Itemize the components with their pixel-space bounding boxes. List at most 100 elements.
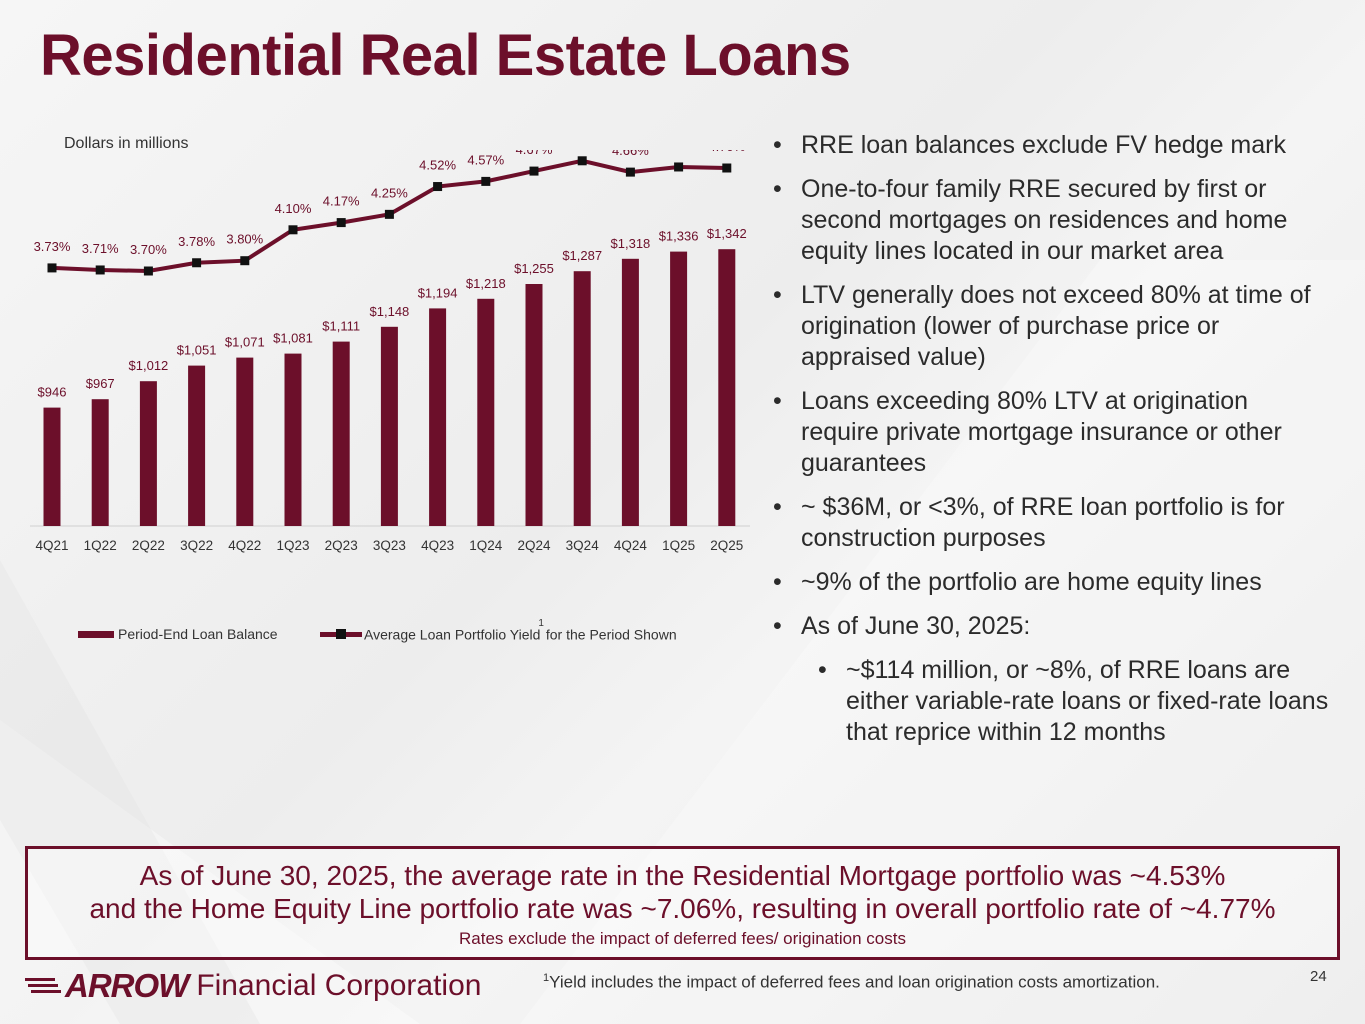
bar-value-label: $1,336 xyxy=(659,229,699,244)
yield-marker xyxy=(192,258,202,268)
yield-marker xyxy=(143,266,153,276)
x-tick-label: 2Q25 xyxy=(710,538,743,553)
yield-marker xyxy=(722,163,732,173)
yield-marker xyxy=(95,265,105,275)
bar-value-label: $967 xyxy=(86,376,115,391)
bar-value-label: $1,071 xyxy=(225,335,265,350)
yield-marker xyxy=(288,225,298,235)
logo-mark: ARROW xyxy=(65,967,189,1004)
bar-3Q24 xyxy=(573,271,591,526)
bar-value-label: $1,111 xyxy=(322,319,360,334)
yield-marker xyxy=(529,166,539,176)
bar-value-label: $1,081 xyxy=(273,331,313,346)
bar-1Q24 xyxy=(477,298,495,526)
bar-value-label: $1,148 xyxy=(370,304,410,319)
bullet-item: ~9% of the portfolio are home equity lin… xyxy=(770,567,1330,598)
yield-marker xyxy=(336,218,346,228)
yield-value-label: 4.70% xyxy=(708,150,745,154)
x-tick-label: 1Q25 xyxy=(662,538,695,553)
yield-value-label: 4.67% xyxy=(516,150,553,157)
yield-marker xyxy=(674,162,684,172)
yield-value-label: 3.71% xyxy=(82,241,119,256)
callout-line-1: As of June 30, 2025, the average rate in… xyxy=(139,860,1226,891)
bar-1Q23 xyxy=(284,353,302,526)
rate-callout-box: As of June 30, 2025, the average rate in… xyxy=(25,846,1340,960)
bar-value-label: $1,012 xyxy=(129,358,169,373)
yield-value-label: 3.73% xyxy=(34,239,71,254)
yield-value-label: 4.25% xyxy=(371,185,408,200)
x-tick-label: 3Q24 xyxy=(566,538,600,553)
yield-marker xyxy=(433,182,443,192)
legend-line: Average Loan Portfolio Yield1 for the Pe… xyxy=(320,618,677,643)
x-tick-label: 2Q24 xyxy=(517,538,551,553)
yield-value-label: 4.71% xyxy=(660,150,697,153)
x-tick-label: 1Q24 xyxy=(469,538,503,553)
yield-marker xyxy=(481,176,491,186)
yield-value-label: 4.10% xyxy=(275,201,312,216)
bullet-item: As of June 30, 2025: xyxy=(770,611,1330,642)
company-logo: ARROW Financial Corporation xyxy=(25,967,481,1005)
bar-4Q24 xyxy=(621,258,639,526)
arrow-logo-icon xyxy=(25,978,61,993)
bar-4Q21 xyxy=(43,407,61,526)
bullet-item: Loans exceeding 80% LTV at origination r… xyxy=(770,386,1330,479)
yield-marker xyxy=(47,263,57,273)
bar-2Q24 xyxy=(525,284,543,526)
bar-value-label: $1,287 xyxy=(562,248,602,263)
x-tick-label: 3Q22 xyxy=(180,538,213,553)
callout-line-2: and the Home Equity Line portfolio rate … xyxy=(89,893,1276,924)
bullet-list: RRE loan balances exclude FV hedge mark O… xyxy=(770,130,1330,761)
bar-value-label: $946 xyxy=(38,385,67,400)
x-tick-label: 2Q22 xyxy=(132,538,165,553)
x-tick-label: 1Q23 xyxy=(276,538,309,553)
footnote: 1Yield includes the impact of deferred f… xyxy=(543,972,1160,992)
legend-bar: Period-End Loan Balance xyxy=(78,626,278,642)
x-tick-label: 3Q23 xyxy=(373,538,406,553)
yield-value-label: 4.57% xyxy=(467,152,504,167)
x-tick-label: 4Q21 xyxy=(35,538,68,553)
legend-bar-swatch xyxy=(78,630,114,638)
x-tick-label: 2Q23 xyxy=(325,538,358,553)
yield-marker xyxy=(625,167,635,177)
logo-text: Financial Corporation xyxy=(196,969,482,1002)
bar-value-label: $1,051 xyxy=(177,343,217,358)
bullet-item: LTV generally does not exceed 80% at tim… xyxy=(770,280,1330,373)
callout-note: Rates exclude the impact of deferred fee… xyxy=(459,929,906,948)
yield-value-label: 3.80% xyxy=(226,232,263,247)
bar-1Q22 xyxy=(91,399,109,526)
yield-value-label: 4.66% xyxy=(612,150,649,158)
bar-2Q23 xyxy=(332,341,350,526)
yield-marker xyxy=(384,209,394,219)
yield-value-label: 4.17% xyxy=(323,194,360,209)
bar-4Q22 xyxy=(236,357,254,526)
legend-bar-label: Period-End Loan Balance xyxy=(118,626,278,642)
x-tick-label: 1Q22 xyxy=(84,538,117,553)
bar-2Q25 xyxy=(718,249,736,526)
sub-bullet-item: ~$114 million, or ~8%, of RRE loans are … xyxy=(815,655,1330,748)
loan-balance-yield-chart: $946 4Q21 $967 1Q22 $1,012 2Q22 $1,051 3Q22 $1,0… xyxy=(30,150,750,553)
x-tick-label: 4Q24 xyxy=(614,538,648,553)
bar-value-label: $1,342 xyxy=(707,226,747,241)
bullet-item: RRE loan balances exclude FV hedge mark xyxy=(770,130,1330,161)
units-note: Dollars in millions xyxy=(64,135,189,152)
page-number: 24 xyxy=(1310,968,1327,985)
bar-4Q23 xyxy=(429,308,447,526)
bar-2Q22 xyxy=(139,381,157,526)
bar-3Q23 xyxy=(380,326,398,526)
bar-value-label: $1,194 xyxy=(418,285,458,300)
bar-value-label: $1,255 xyxy=(514,261,554,276)
bar-3Q22 xyxy=(188,365,206,526)
yield-marker xyxy=(577,156,587,166)
page-title: Residential Real Estate Loans xyxy=(40,23,851,88)
legend-line-label: Average Loan Portfolio Yield1 for the Pe… xyxy=(364,618,677,643)
legend-line-swatch xyxy=(320,628,362,639)
bullet-item: ~ $36M, or <3%, of RRE loan portfolio is… xyxy=(770,492,1330,554)
bar-value-label: $1,318 xyxy=(611,236,651,251)
bar-value-label: $1,218 xyxy=(466,276,506,291)
yield-value-label: 4.52% xyxy=(419,158,456,173)
x-tick-label: 4Q23 xyxy=(421,538,454,553)
yield-marker xyxy=(240,256,250,266)
x-tick-label: 4Q22 xyxy=(228,538,261,553)
bullet-item: One-to-four family RRE secured by first … xyxy=(770,174,1330,267)
bar-1Q25 xyxy=(670,251,688,526)
